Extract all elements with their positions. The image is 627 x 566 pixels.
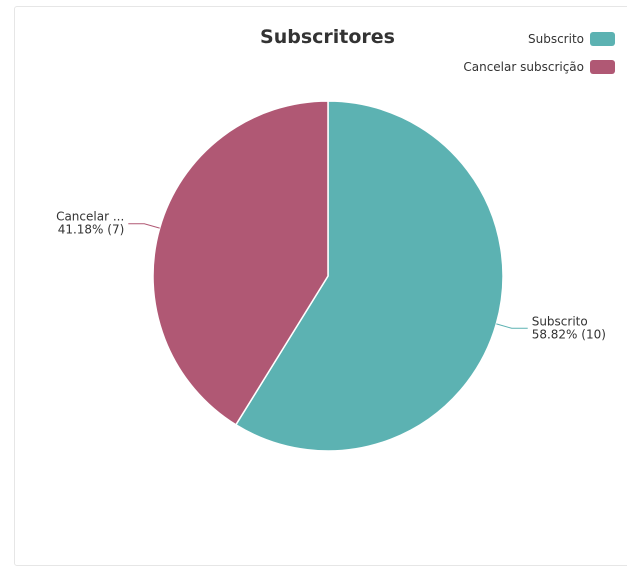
leader-line-subscrito (496, 323, 528, 329)
slice-label-value-cancelar-subscricao: 41.18% (7) (58, 223, 125, 237)
legend-swatch-cancelar-subscricao (590, 60, 615, 74)
legend-label-cancelar-subscricao: Cancelar subscrição (463, 60, 584, 74)
slice-label-name-cancelar-subscricao: Cancelar ... (56, 210, 124, 224)
chart-legend: Subscrito Cancelar subscrição (463, 31, 615, 87)
legend-label-subscrito: Subscrito (527, 32, 584, 46)
pie-slice-subscrito[interactable] (234, 100, 504, 452)
legend-swatch-subscrito (590, 32, 615, 46)
slice-label-name-subscrito: Subscrito (532, 314, 588, 328)
legend-item-subscrito[interactable]: Subscrito (463, 31, 615, 47)
leader-line-cancelar-subscricao (128, 223, 160, 229)
chart-title: Subscritores (260, 26, 395, 48)
slice-label-value-subscrito: 58.82% (10) (532, 327, 606, 341)
legend-item-cancelar-subscricao[interactable]: Cancelar subscrição (463, 59, 615, 75)
